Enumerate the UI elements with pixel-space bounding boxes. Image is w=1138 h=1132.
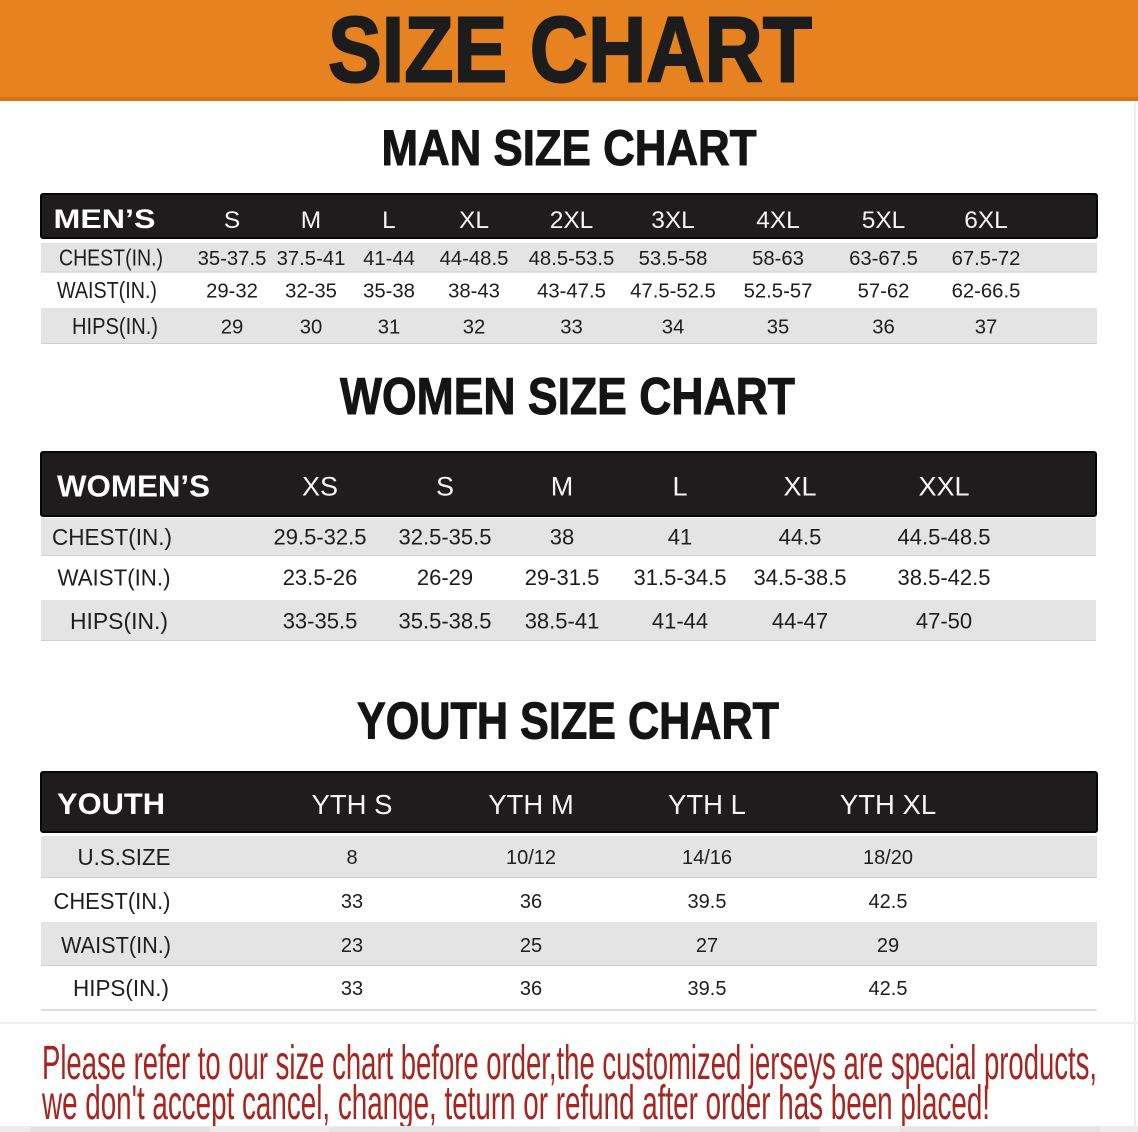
- svg-text:44.5: 44.5: [779, 525, 822, 550]
- svg-text:48.5-53.5: 48.5-53.5: [529, 248, 615, 270]
- svg-text:42.5: 42.5: [869, 891, 908, 913]
- svg-text:29-31.5: 29-31.5: [525, 565, 600, 590]
- svg-text:XS: XS: [302, 472, 338, 502]
- svg-text:38: 38: [550, 525, 574, 550]
- svg-text:MEN’S: MEN’S: [54, 204, 156, 234]
- svg-text:39.5: 39.5: [688, 978, 727, 1000]
- svg-text:YOUTH SIZE CHART: YOUTH SIZE CHART: [357, 693, 779, 751]
- svg-text:33: 33: [341, 891, 363, 913]
- svg-text:52.5-57: 52.5-57: [744, 280, 813, 302]
- svg-text:25: 25: [520, 935, 542, 957]
- svg-text:35: 35: [767, 316, 790, 338]
- svg-text:CHEST(IN.): CHEST(IN.): [54, 888, 171, 914]
- svg-text:38.5-41: 38.5-41: [525, 609, 600, 634]
- svg-text:23: 23: [341, 935, 363, 957]
- svg-text:27: 27: [696, 935, 718, 957]
- svg-text:Please refer to our size chart: Please refer to our size chart before or…: [42, 1037, 1097, 1090]
- svg-text:32-35: 32-35: [285, 280, 337, 302]
- svg-text:L: L: [382, 207, 396, 234]
- svg-text:33: 33: [560, 316, 583, 338]
- svg-text:33: 33: [341, 978, 363, 1000]
- svg-text:YTH XL: YTH XL: [840, 789, 936, 820]
- svg-text:47-50: 47-50: [916, 609, 972, 634]
- svg-text:MAN SIZE CHART: MAN SIZE CHART: [382, 119, 757, 176]
- svg-text:we don't accept cancel, change: we don't accept cancel, change, teturn o…: [41, 1077, 990, 1130]
- svg-text:29: 29: [877, 935, 899, 957]
- svg-text:U.S.SIZE: U.S.SIZE: [78, 844, 171, 870]
- svg-text:42.5: 42.5: [869, 978, 908, 1000]
- svg-text:36: 36: [520, 978, 542, 1000]
- svg-text:44-47: 44-47: [772, 609, 828, 634]
- svg-text:44.5-48.5: 44.5-48.5: [898, 525, 991, 550]
- svg-text:L: L: [672, 472, 687, 502]
- svg-text:39.5: 39.5: [688, 891, 727, 913]
- svg-text:38-43: 38-43: [448, 280, 500, 302]
- svg-text:36: 36: [520, 891, 542, 913]
- svg-text:XL: XL: [783, 472, 816, 502]
- svg-text:63-67.5: 63-67.5: [849, 248, 918, 270]
- svg-text:18/20: 18/20: [863, 847, 913, 869]
- svg-text:CHEST(IN.): CHEST(IN.): [59, 245, 163, 271]
- svg-text:5XL: 5XL: [862, 207, 906, 234]
- svg-text:57-62: 57-62: [858, 280, 910, 302]
- svg-text:23.5-26: 23.5-26: [283, 565, 358, 590]
- svg-text:HIPS(IN.): HIPS(IN.): [72, 313, 158, 339]
- svg-text:67.5-72: 67.5-72: [952, 248, 1021, 270]
- svg-text:30: 30: [300, 316, 323, 338]
- svg-text:35-38: 35-38: [363, 280, 415, 302]
- svg-text:CHEST(IN.): CHEST(IN.): [52, 524, 172, 550]
- svg-text:3XL: 3XL: [651, 207, 695, 234]
- svg-text:6XL: 6XL: [964, 207, 1008, 234]
- svg-text:32.5-35.5: 32.5-35.5: [399, 525, 492, 550]
- svg-text:HIPS(IN.): HIPS(IN.): [73, 975, 169, 1001]
- svg-text:34: 34: [662, 316, 685, 338]
- svg-text:31.5-34.5: 31.5-34.5: [634, 565, 727, 590]
- svg-text:38.5-42.5: 38.5-42.5: [898, 565, 991, 590]
- svg-text:8: 8: [346, 847, 357, 869]
- svg-text:47.5-52.5: 47.5-52.5: [630, 280, 716, 302]
- svg-text:XXL: XXL: [918, 472, 969, 502]
- svg-text:10/12: 10/12: [506, 847, 556, 869]
- svg-text:YTH L: YTH L: [668, 789, 746, 820]
- svg-text:35-37.5: 35-37.5: [198, 248, 267, 270]
- svg-text:29: 29: [221, 316, 244, 338]
- svg-text:41: 41: [668, 525, 692, 550]
- svg-text:WOMEN SIZE CHART: WOMEN SIZE CHART: [340, 368, 795, 426]
- svg-text:WAIST(IN.): WAIST(IN.): [57, 277, 157, 303]
- svg-text:37: 37: [975, 316, 998, 338]
- svg-text:YTH M: YTH M: [488, 789, 574, 820]
- svg-text:35.5-38.5: 35.5-38.5: [399, 609, 492, 634]
- svg-text:WAIST(IN.): WAIST(IN.): [58, 565, 171, 591]
- svg-text:62-66.5: 62-66.5: [952, 280, 1021, 302]
- svg-text:58-63: 58-63: [752, 248, 804, 270]
- svg-text:36: 36: [872, 316, 895, 338]
- svg-text:YOUTH: YOUTH: [57, 788, 165, 821]
- svg-text:43-47.5: 43-47.5: [537, 280, 606, 302]
- svg-text:14/16: 14/16: [682, 847, 732, 869]
- svg-text:53.5-58: 53.5-58: [639, 248, 708, 270]
- svg-text:29-32: 29-32: [206, 280, 258, 302]
- svg-text:41-44: 41-44: [363, 248, 415, 270]
- svg-text:HIPS(IN.): HIPS(IN.): [70, 608, 168, 634]
- svg-text:26-29: 26-29: [417, 565, 473, 590]
- svg-text:44-48.5: 44-48.5: [440, 248, 509, 270]
- svg-text:41-44: 41-44: [652, 609, 708, 634]
- svg-text:XL: XL: [459, 207, 489, 234]
- svg-text:S: S: [224, 207, 240, 234]
- svg-text:S: S: [436, 472, 454, 502]
- svg-text:34.5-38.5: 34.5-38.5: [754, 565, 847, 590]
- svg-text:WOMEN’S: WOMEN’S: [57, 470, 210, 504]
- svg-text:29.5-32.5: 29.5-32.5: [274, 525, 367, 550]
- svg-text:WAIST(IN.): WAIST(IN.): [61, 932, 171, 958]
- svg-text:4XL: 4XL: [756, 207, 800, 234]
- svg-text:31: 31: [378, 316, 401, 338]
- svg-text:2XL: 2XL: [550, 207, 594, 234]
- svg-text:M: M: [551, 472, 574, 502]
- svg-text:33-35.5: 33-35.5: [283, 609, 358, 634]
- svg-text:M: M: [301, 207, 321, 234]
- svg-text:32: 32: [463, 316, 486, 338]
- svg-text:SIZE CHART: SIZE CHART: [328, 0, 812, 102]
- svg-text:37.5-41: 37.5-41: [277, 248, 346, 270]
- svg-text:YTH S: YTH S: [312, 789, 393, 820]
